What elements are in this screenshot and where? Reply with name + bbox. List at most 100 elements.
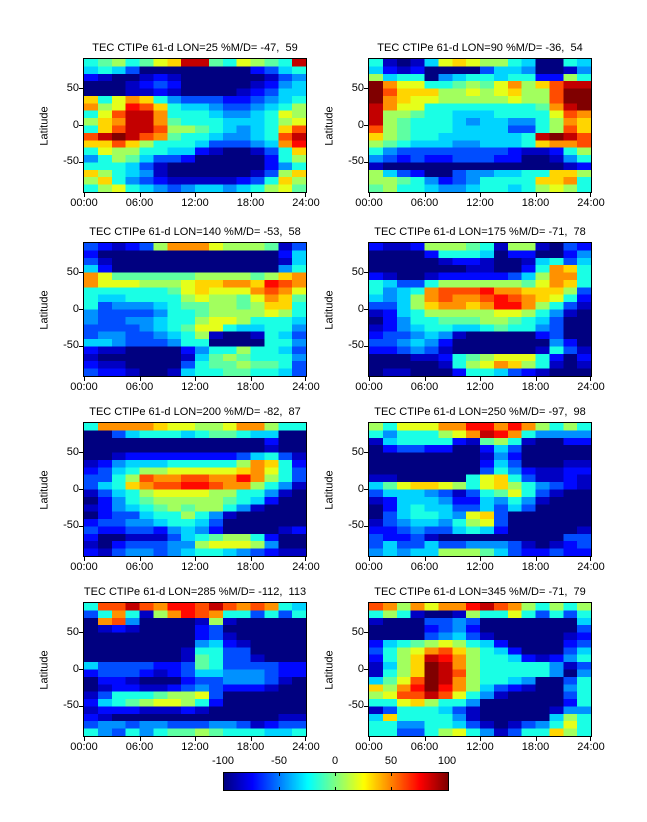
heatmap-panel: TEC CTIPe 61-d LON=250 %M/D= -97, 98 Lati… [324,406,605,573]
colorbar-gradient [224,773,448,790]
y-tick-label: 50 [66,625,79,638]
heatmap-canvas [84,603,306,736]
y-tick-label: -50 [63,519,79,532]
x-tick-mark [535,557,537,561]
y-tick-label: -50 [348,699,364,712]
x-tick-label: 12:00 [181,741,209,753]
y-tick-mark [364,161,368,163]
y-tick-mark [79,345,83,347]
colorbar-tick-mark [279,773,280,776]
colorbar-tick-label: -100 [211,755,235,767]
x-tick-label: 24:00 [577,561,605,573]
y-tick-label: -50 [348,339,364,352]
x-tick-mark [250,193,252,197]
y-tick-mark [79,632,83,634]
x-tick-mark [480,557,481,561]
x-tick-label: 06:00 [410,381,439,393]
x-tick-label: 18:00 [236,561,265,573]
x-tick-mark [195,193,196,197]
x-tick-label: 12:00 [181,381,209,393]
x-tick-label: 00:00 [70,381,98,393]
x-tick-label: 12:00 [181,561,209,573]
y-tick-mark [79,489,83,490]
x-tick-label: 24:00 [577,381,605,393]
y-tick-label: 50 [351,81,364,94]
x-tick-label: 24:00 [292,381,320,393]
x-tick-label: 18:00 [236,381,265,393]
x-tick-mark [590,377,591,381]
y-tick-mark [364,705,368,707]
heatmap-panel: TEC CTIPe 61-d LON=140 %M/D= -53, 58 Lati… [39,226,320,393]
y-tick-label: -50 [348,155,364,168]
heatmap-canvas [369,423,591,556]
x-tick-label: 00:00 [70,197,98,209]
heatmap-panel: TEC CTIPe 61-d LON=200 %M/D= -82, 87 Lati… [39,406,320,573]
x-tick-label: 00:00 [355,561,383,573]
x-tick-mark [424,557,426,561]
colorbar-tick-label: 50 [384,755,398,767]
x-tick-mark [84,377,85,381]
x-tick-mark [84,193,85,197]
x-tick-mark [139,377,141,381]
x-tick-label: 18:00 [521,381,550,393]
x-tick-label: 06:00 [410,741,439,753]
x-tick-label: 06:00 [410,561,439,573]
y-tick-label: 0 [72,662,79,675]
y-tick-mark [364,525,368,527]
x-tick-mark [305,377,306,381]
x-tick-label: 24:00 [292,561,320,573]
y-tick-mark [364,272,368,274]
y-tick-label: -50 [63,339,79,352]
x-tick-label: 06:00 [125,741,154,753]
colorbar-tick-mark [335,773,336,776]
x-tick-mark [369,193,370,197]
x-tick-label: 06:00 [125,197,154,209]
x-tick-label: 00:00 [355,381,383,393]
colorbar-tick-mark [335,787,336,790]
x-tick-label: 00:00 [70,741,98,753]
colorbar-tick-label: 0 [331,755,339,767]
y-tick-mark [364,88,368,90]
x-tick-mark [84,557,85,561]
x-tick-label: 18:00 [236,197,265,209]
heatmap-panel: TEC CTIPe 61-d LON=285 %M/D= -112, 113 La… [39,586,320,753]
x-tick-mark [250,557,252,561]
colorbar-tick-label: -50 [271,755,287,767]
y-tick-label: 0 [72,118,79,131]
y-tick-mark [79,125,83,126]
y-tick-mark [364,669,368,670]
y-tick-mark [364,632,368,634]
heatmap-canvas [369,243,591,376]
x-tick-label: 06:00 [125,381,154,393]
x-tick-mark [305,193,306,197]
y-tick-label: 50 [66,81,79,94]
x-tick-mark [535,377,537,381]
y-tick-label: 50 [66,445,79,458]
heatmap-canvas [369,603,591,736]
x-tick-mark [480,737,481,741]
y-tick-label: 50 [351,445,364,458]
y-tick-label: 0 [357,662,364,675]
heatmap-panel: TEC CTIPe 61-d LON=175 %M/D= -71, 78 Lati… [324,226,605,393]
x-tick-mark [195,377,196,381]
x-tick-label: 12:00 [181,197,209,209]
heatmap-canvas [84,243,306,376]
y-tick-mark [364,489,368,490]
x-tick-mark [590,737,591,741]
y-tick-label: 50 [66,265,79,278]
y-tick-mark [79,88,83,90]
x-tick-mark [535,737,537,741]
x-tick-mark [84,737,85,741]
panel-title: TEC CTIPe 61-d LON=250 %M/D= -97, 98 [374,406,586,418]
y-tick-label: 50 [351,625,364,638]
x-tick-label: 00:00 [355,741,383,753]
x-tick-mark [480,377,481,381]
panel-title: TEC CTIPe 61-d LON=175 %M/D= -71, 78 [374,226,586,238]
colorbar-tick-mark [391,787,392,790]
x-tick-mark [139,193,141,197]
x-tick-mark [305,557,306,561]
panel-title: TEC CTIPe 61-d LON=140 %M/D= -53, 58 [89,226,301,238]
x-tick-label: 24:00 [292,197,320,209]
y-tick-mark [79,705,83,707]
